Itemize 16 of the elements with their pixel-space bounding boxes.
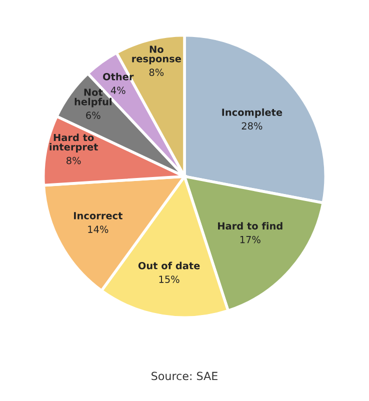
- data-label: 6%: [86, 112, 100, 120]
- slice-label: Hard to find: [218, 222, 282, 230]
- data-label: 8%: [149, 68, 164, 76]
- data-label: 17%: [240, 236, 260, 244]
- data-label: 14%: [88, 226, 108, 233]
- slice-label: Not helpful: [74, 88, 112, 108]
- data-label: 15%: [159, 276, 180, 283]
- slice-label: Out of date: [138, 262, 200, 270]
- data-label: 28%: [242, 122, 262, 130]
- data-label: 4%: [110, 86, 126, 94]
- slice-label: No response: [132, 46, 182, 64]
- source-note: Source: SAE: [152, 372, 218, 380]
- slice-label: Incomplete: [222, 108, 282, 118]
- slice-label: Incorrect: [74, 212, 122, 220]
- data-label: 8%: [66, 156, 81, 164]
- slice-label: Hard to interpret: [50, 134, 98, 152]
